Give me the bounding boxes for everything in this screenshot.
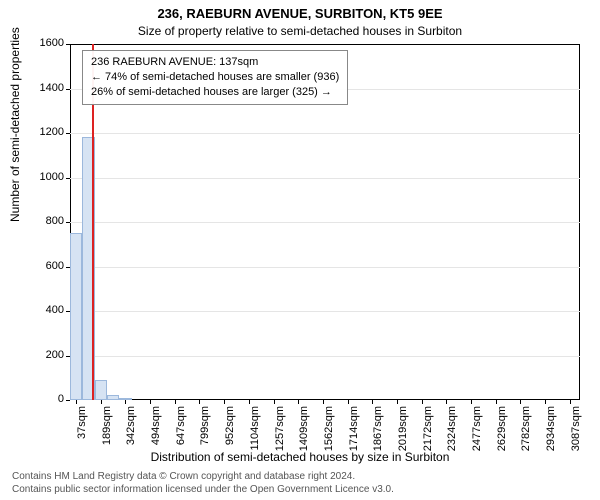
gridline — [70, 267, 580, 268]
x-tick-label: 1409sqm — [298, 406, 310, 456]
footer-line-2: Contains public sector information licen… — [12, 483, 394, 496]
y-tick-mark — [66, 133, 70, 134]
x-tick-label: 342sqm — [125, 406, 137, 456]
y-tick-label: 200 — [0, 349, 64, 361]
y-tick-mark — [66, 89, 70, 90]
x-tick-mark — [125, 400, 126, 404]
y-tick-mark — [66, 44, 70, 45]
x-tick-mark — [570, 400, 571, 404]
x-tick-label: 2172sqm — [422, 406, 434, 456]
chart-subtitle: Size of property relative to semi-detach… — [0, 24, 600, 38]
x-axis-label: Distribution of semi-detached houses by … — [0, 450, 600, 464]
gridline — [70, 222, 580, 223]
x-tick-label: 494sqm — [150, 406, 162, 456]
footer-attribution: Contains HM Land Registry data © Crown c… — [12, 470, 394, 496]
x-tick-mark — [372, 400, 373, 404]
x-tick-mark — [175, 400, 176, 404]
y-tick-mark — [66, 400, 70, 401]
x-tick-label: 1714sqm — [348, 406, 360, 456]
x-tick-mark — [422, 400, 423, 404]
y-tick-mark — [66, 222, 70, 223]
histogram-bar — [95, 380, 107, 400]
y-tick-label: 1600 — [0, 37, 64, 49]
footer-line-1: Contains HM Land Registry data © Crown c… — [12, 470, 394, 483]
x-tick-label: 799sqm — [199, 406, 211, 456]
x-tick-label: 952sqm — [224, 406, 236, 456]
x-tick-mark — [496, 400, 497, 404]
y-tick-label: 1000 — [0, 171, 64, 183]
gridline — [70, 178, 580, 179]
histogram-bar — [70, 233, 82, 400]
x-tick-mark — [224, 400, 225, 404]
y-tick-label: 800 — [0, 215, 64, 227]
x-tick-label: 647sqm — [175, 406, 187, 456]
legend-line-1: 236 RAEBURN AVENUE: 137sqm — [91, 55, 339, 70]
x-tick-label: 37sqm — [76, 406, 88, 456]
x-tick-label: 189sqm — [101, 406, 113, 456]
gridline — [70, 133, 580, 134]
y-tick-label: 1400 — [0, 82, 64, 94]
x-tick-mark — [348, 400, 349, 404]
chart-title: 236, RAEBURN AVENUE, SURBITON, KT5 9EE — [0, 6, 600, 21]
x-tick-mark — [545, 400, 546, 404]
x-tick-mark — [323, 400, 324, 404]
histogram-bar — [107, 395, 119, 400]
gridline — [70, 311, 580, 312]
y-tick-mark — [66, 356, 70, 357]
legend-line-3: 26% of semi-detached houses are larger (… — [91, 85, 339, 100]
y-tick-mark — [66, 267, 70, 268]
x-tick-label: 2477sqm — [471, 406, 483, 456]
x-tick-mark — [298, 400, 299, 404]
x-tick-label: 3087sqm — [570, 406, 582, 456]
x-tick-mark — [249, 400, 250, 404]
x-tick-mark — [199, 400, 200, 404]
x-tick-label: 2934sqm — [545, 406, 557, 456]
plot-area: 236 RAEBURN AVENUE: 137sqm ← 74% of semi… — [70, 44, 580, 400]
y-tick-label: 1200 — [0, 126, 64, 138]
x-tick-mark — [101, 400, 102, 404]
y-tick-mark — [66, 178, 70, 179]
x-tick-mark — [446, 400, 447, 404]
x-tick-mark — [76, 400, 77, 404]
x-tick-label: 2629sqm — [496, 406, 508, 456]
x-tick-mark — [397, 400, 398, 404]
gridline — [70, 356, 580, 357]
x-tick-mark — [150, 400, 151, 404]
x-tick-label: 2019sqm — [397, 406, 409, 456]
x-tick-label: 2782sqm — [520, 406, 532, 456]
y-tick-mark — [66, 311, 70, 312]
y-tick-label: 600 — [0, 260, 64, 272]
x-tick-mark — [471, 400, 472, 404]
x-tick-label: 2324sqm — [446, 406, 458, 456]
chart-container: 236, RAEBURN AVENUE, SURBITON, KT5 9EE S… — [0, 0, 600, 500]
x-tick-label: 1257sqm — [274, 406, 286, 456]
x-tick-label: 1867sqm — [372, 406, 384, 456]
x-tick-label: 1562sqm — [323, 406, 335, 456]
legend-box: 236 RAEBURN AVENUE: 137sqm ← 74% of semi… — [82, 50, 348, 105]
y-axis-label: Number of semi-detached properties — [8, 27, 22, 222]
legend-line-2: ← 74% of semi-detached houses are smalle… — [91, 70, 339, 85]
y-tick-label: 0 — [0, 393, 64, 405]
x-tick-mark — [274, 400, 275, 404]
y-tick-label: 400 — [0, 304, 64, 316]
x-tick-label: 1104sqm — [249, 406, 261, 456]
x-tick-mark — [520, 400, 521, 404]
